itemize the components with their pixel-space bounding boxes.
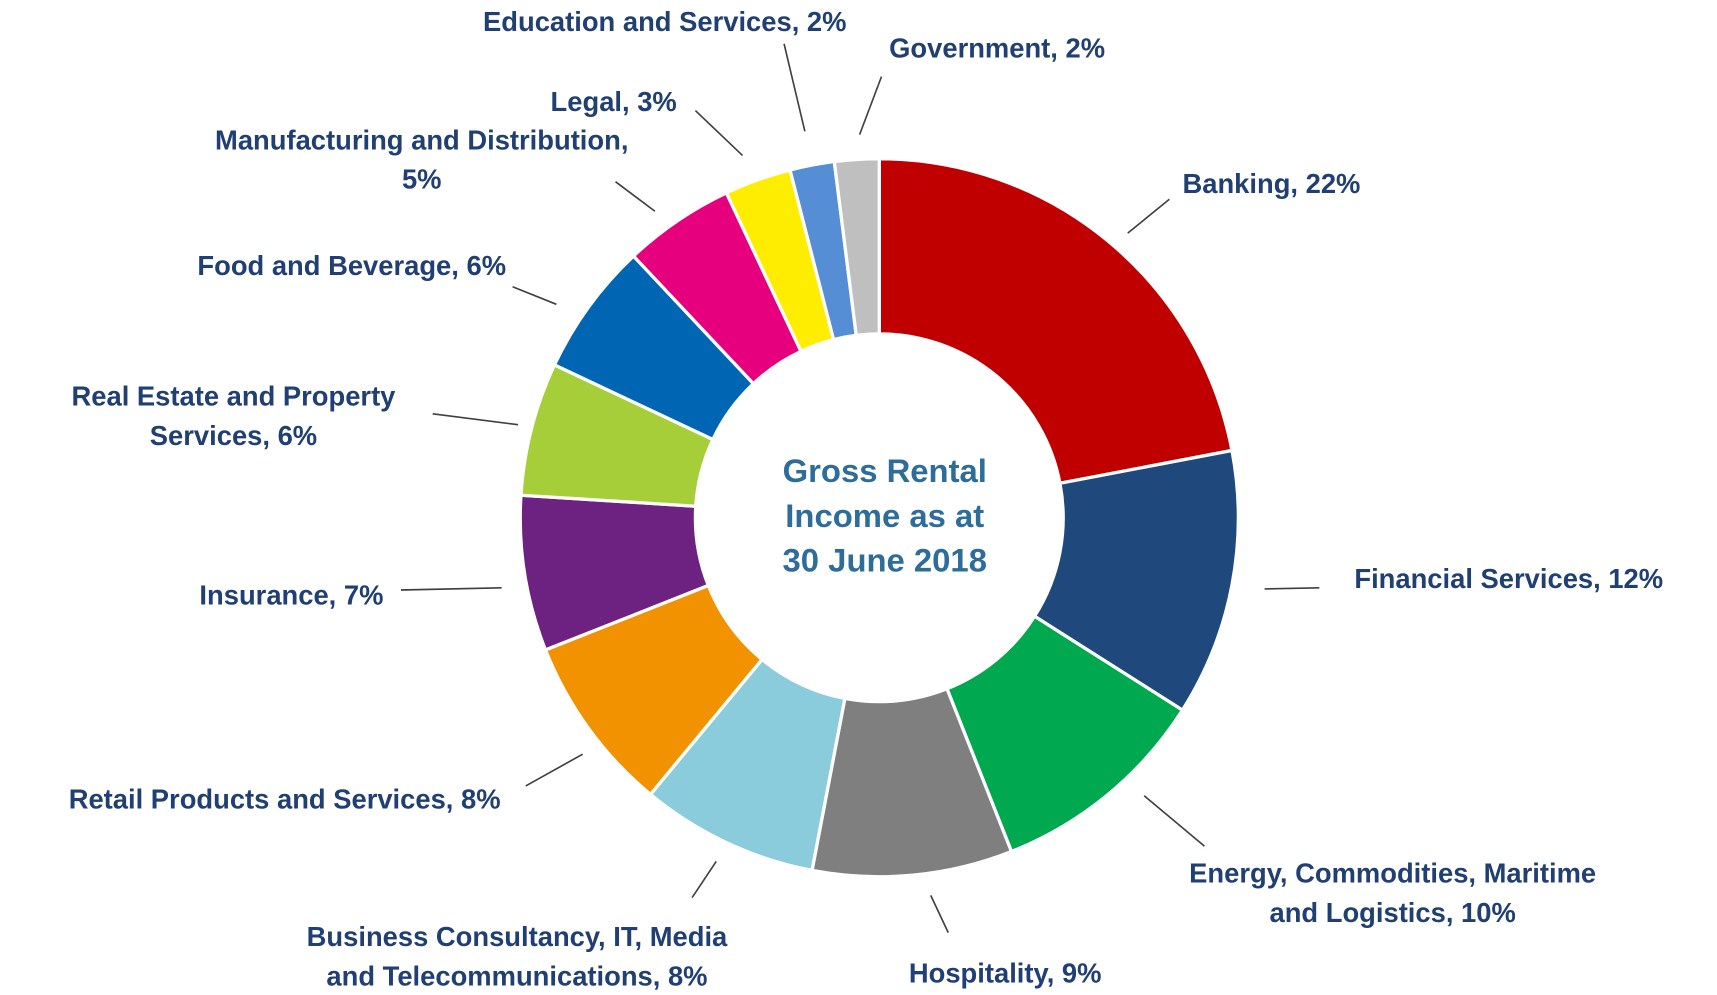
wedge xyxy=(832,157,881,338)
leader-line xyxy=(858,76,883,135)
data-label: Manufacturing and Distribution, 5% xyxy=(215,125,628,195)
data-label-line: Hospitality, 9% xyxy=(909,958,1102,989)
data-label-line: and Logistics, 10% xyxy=(1270,897,1516,928)
center-title: Gross Rental Income as at 30 June 2018 xyxy=(783,452,987,579)
data-label-line: Food and Beverage, 6% xyxy=(197,250,506,281)
data-label: Real Estate and Property Services, 6% xyxy=(72,381,397,451)
leader-line xyxy=(930,895,950,933)
data-label-line: Services, 6% xyxy=(150,420,317,451)
center-title-line: Income as at xyxy=(785,496,984,533)
leader-line xyxy=(783,43,806,132)
data-label-line: and Telecommunications, 8% xyxy=(326,961,707,992)
data-label: Banking, 22% xyxy=(1183,168,1361,199)
leader-line xyxy=(400,586,502,591)
data-label-line: Government, 2% xyxy=(889,33,1105,64)
center-title-line: Gross Rental xyxy=(783,452,987,489)
data-label: Insurance, 7% xyxy=(199,580,383,611)
data-label-line: Insurance, 7% xyxy=(199,580,383,611)
leader-line xyxy=(615,181,656,212)
data-label-line: Business Consultancy, IT, Media xyxy=(307,921,728,952)
leader-line xyxy=(1264,586,1320,590)
leader-line xyxy=(1143,795,1205,847)
data-label: Financial Services, 12% xyxy=(1354,563,1663,594)
data-label-line: Manufacturing and Distribution, xyxy=(215,125,628,156)
data-label: Education and Services, 2% xyxy=(483,6,846,37)
data-label-line: Energy, Commodities, Maritime xyxy=(1189,858,1596,889)
leader-line xyxy=(694,109,744,157)
wedge xyxy=(1032,448,1240,713)
data-label-line: Retail Products and Services, 8% xyxy=(69,783,501,814)
data-label-line: Real Estate and Property xyxy=(72,381,397,412)
data-label: Retail Products and Services, 8% xyxy=(69,783,501,814)
data-label: Energy, Commodities, Maritime and Logisti… xyxy=(1189,858,1596,928)
leader-line xyxy=(525,753,584,787)
data-label: Legal, 3% xyxy=(551,86,677,117)
leader-line xyxy=(691,861,717,899)
data-label-line: Education and Services, 2% xyxy=(483,6,846,37)
data-label-line: Banking, 22% xyxy=(1183,168,1361,199)
data-label-line: 5% xyxy=(402,164,442,195)
center-title-line: 30 June 2018 xyxy=(783,541,987,578)
wedge xyxy=(877,157,1234,486)
leader-line xyxy=(512,286,557,306)
data-label: Government, 2% xyxy=(889,33,1105,64)
data-label: Business Consultancy, IT, Media and Telec… xyxy=(307,921,728,991)
leader-line xyxy=(432,412,519,426)
leader-line xyxy=(1127,198,1170,234)
data-label-line: Financial Services, 12% xyxy=(1354,563,1663,594)
data-label-line: Legal, 3% xyxy=(551,86,677,117)
data-label: Food and Beverage, 6% xyxy=(197,250,506,281)
data-label: Hospitality, 9% xyxy=(909,958,1102,989)
